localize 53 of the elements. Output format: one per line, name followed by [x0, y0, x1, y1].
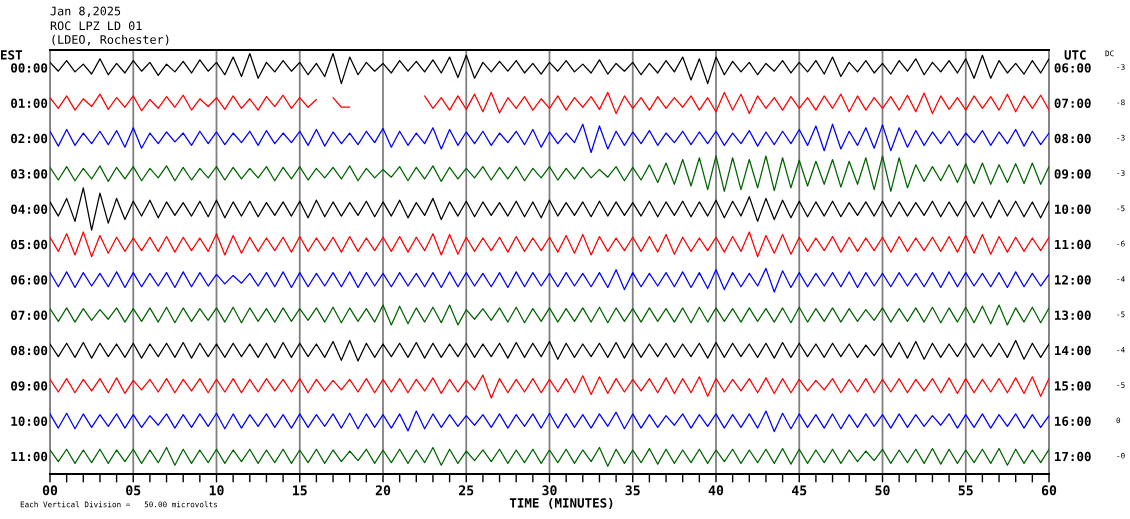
- x-tick-label: 25: [459, 485, 474, 496]
- chart-subtitle: ROC LPZ LD 01 (LDEO, Rochester): [50, 21, 169, 46]
- x-tick-label: 45: [791, 485, 807, 496]
- y2-tick-label: 10:00: [1055, 204, 1091, 214]
- line-series: [50, 231, 1049, 258]
- line-series: [50, 187, 1049, 231]
- y2-tick-label: 14:00: [1055, 345, 1091, 356]
- y2-tick-label: 12:00: [1055, 275, 1091, 285]
- y-tick-label: 07:00: [11, 310, 48, 320]
- x-tick-label: 50: [875, 485, 890, 496]
- line-series: [50, 410, 1049, 433]
- y2-tick-label: 06:00: [1054, 63, 1091, 73]
- x-tick-label: 10: [209, 485, 224, 496]
- x-tick-label: 00: [42, 485, 58, 496]
- line-series: [50, 374, 1049, 399]
- chart-title: Jan 8,2025: [50, 6, 121, 17]
- y2-axis-title: UTC: [1064, 50, 1086, 60]
- x-tick-label: 35: [625, 485, 640, 496]
- x-tick-label: 40: [708, 485, 724, 496]
- y2-tick-label: 15:00: [1055, 381, 1091, 391]
- y-tick-label: 03:00: [11, 169, 48, 179]
- y2-tick-label: 07:00: [1054, 98, 1091, 108]
- x-tick-label: 05: [126, 485, 141, 496]
- x-tick-label: 30: [542, 485, 557, 496]
- y-tick-label: 08:00: [11, 345, 48, 356]
- line-series: [50, 155, 1049, 192]
- line-series: [50, 267, 1049, 293]
- y-tick-label: 02:00: [11, 133, 48, 144]
- y2-tick-label: 08:00: [1054, 133, 1091, 144]
- y2-tick-label: 16:00: [1055, 416, 1091, 426]
- y-tick-label: 05:00: [11, 239, 48, 250]
- line-series: [50, 123, 1049, 154]
- line-series: [50, 304, 1049, 326]
- y2-tick-label: 13:00: [1055, 310, 1091, 320]
- line-series: [50, 446, 1049, 467]
- y-tick-label: 04:00: [11, 204, 48, 214]
- line-series: [50, 52, 1049, 85]
- line-series: [50, 339, 1049, 362]
- x-tick-label: 60: [1041, 485, 1057, 496]
- y-tick-label: 09:00: [11, 381, 48, 391]
- y-tick-label: 00:00: [11, 63, 48, 73]
- y-tick-label: 06:00: [11, 275, 48, 285]
- y-tick-label: 11:00: [11, 451, 48, 462]
- x-tick-label: 15: [293, 485, 307, 496]
- y-axis-title: EST: [1, 50, 23, 60]
- y2-tick-label: 17:00: [1055, 451, 1091, 462]
- y2-tick-label: 09:00: [1054, 169, 1091, 179]
- x-tick-label: 55: [958, 485, 973, 496]
- y-tick-label: 10:00: [11, 416, 48, 426]
- y2-tick-label: 11:00: [1055, 239, 1091, 250]
- y-tick-label: 01:00: [11, 98, 48, 108]
- x-axis-title: TIME (MINUTES): [509, 497, 613, 510]
- x-tick-label: 20: [375, 485, 391, 496]
